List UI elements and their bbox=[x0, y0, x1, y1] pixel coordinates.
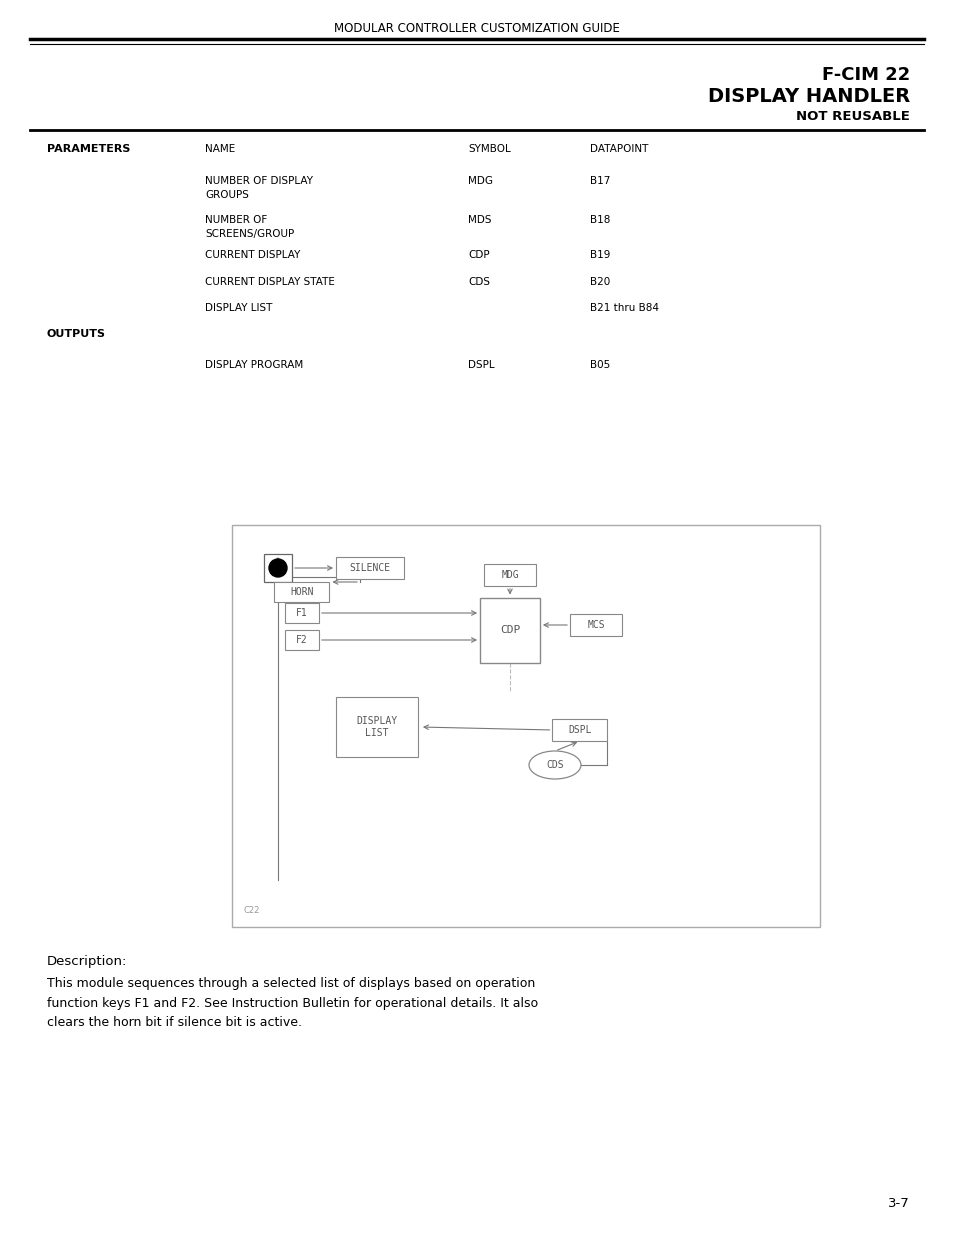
Text: B05: B05 bbox=[589, 359, 610, 370]
Text: F1: F1 bbox=[295, 608, 308, 618]
Text: DSPL: DSPL bbox=[568, 725, 591, 735]
Text: DISPLAY LIST: DISPLAY LIST bbox=[205, 303, 273, 312]
Text: B19: B19 bbox=[589, 249, 610, 261]
Text: NUMBER OF DISPLAY
GROUPS: NUMBER OF DISPLAY GROUPS bbox=[205, 177, 313, 200]
Text: CURRENT DISPLAY: CURRENT DISPLAY bbox=[205, 249, 300, 261]
Text: DSPL: DSPL bbox=[468, 359, 494, 370]
Text: B21 thru B84: B21 thru B84 bbox=[589, 303, 659, 312]
Text: NUMBER OF
SCREENS/GROUP: NUMBER OF SCREENS/GROUP bbox=[205, 215, 294, 240]
Text: MDG: MDG bbox=[500, 571, 518, 580]
Text: Description:: Description: bbox=[47, 955, 128, 968]
Text: DISPLAY
LIST: DISPLAY LIST bbox=[356, 716, 397, 739]
Bar bbox=[335, 697, 417, 757]
Text: B17: B17 bbox=[589, 177, 610, 186]
Bar bbox=[569, 614, 621, 636]
Text: CDP: CDP bbox=[499, 625, 519, 635]
Circle shape bbox=[269, 559, 287, 577]
Text: F2: F2 bbox=[295, 635, 308, 645]
Text: CURRENT DISPLAY STATE: CURRENT DISPLAY STATE bbox=[205, 277, 335, 287]
Text: DATAPOINT: DATAPOINT bbox=[589, 144, 648, 154]
Text: HORN: HORN bbox=[290, 587, 314, 597]
Bar bbox=[479, 598, 539, 662]
Text: DISPLAY PROGRAM: DISPLAY PROGRAM bbox=[205, 359, 303, 370]
Text: NOT REUSABLE: NOT REUSABLE bbox=[796, 110, 909, 124]
Text: MDS: MDS bbox=[468, 215, 491, 225]
Bar bbox=[232, 525, 820, 927]
Text: CDS: CDS bbox=[546, 760, 563, 769]
Bar bbox=[483, 564, 536, 585]
Text: B18: B18 bbox=[589, 215, 610, 225]
Text: MODULAR CONTROLLER CUSTOMIZATION GUIDE: MODULAR CONTROLLER CUSTOMIZATION GUIDE bbox=[334, 21, 619, 35]
Text: This module sequences through a selected list of displays based on operation
fun: This module sequences through a selected… bbox=[47, 977, 537, 1029]
Ellipse shape bbox=[529, 751, 580, 779]
Bar bbox=[285, 603, 318, 622]
Bar bbox=[335, 557, 403, 579]
Text: CDP: CDP bbox=[468, 249, 489, 261]
Text: B20: B20 bbox=[589, 277, 610, 287]
Text: C22: C22 bbox=[244, 906, 260, 915]
Text: PARAMETERS: PARAMETERS bbox=[47, 144, 131, 154]
Text: MDG: MDG bbox=[468, 177, 493, 186]
Bar bbox=[552, 719, 607, 741]
Text: DISPLAY HANDLER: DISPLAY HANDLER bbox=[707, 88, 909, 106]
Text: 3-7: 3-7 bbox=[887, 1197, 909, 1210]
Bar bbox=[285, 630, 318, 650]
Text: MCS: MCS bbox=[587, 620, 604, 630]
Text: SYMBOL: SYMBOL bbox=[468, 144, 510, 154]
Text: F-CIM 22: F-CIM 22 bbox=[821, 65, 909, 84]
Bar bbox=[274, 582, 329, 601]
Bar bbox=[264, 555, 292, 582]
Text: SILENCE: SILENCE bbox=[349, 563, 390, 573]
Text: OUTPUTS: OUTPUTS bbox=[47, 329, 106, 338]
Text: CDS: CDS bbox=[468, 277, 490, 287]
Text: NAME: NAME bbox=[205, 144, 235, 154]
